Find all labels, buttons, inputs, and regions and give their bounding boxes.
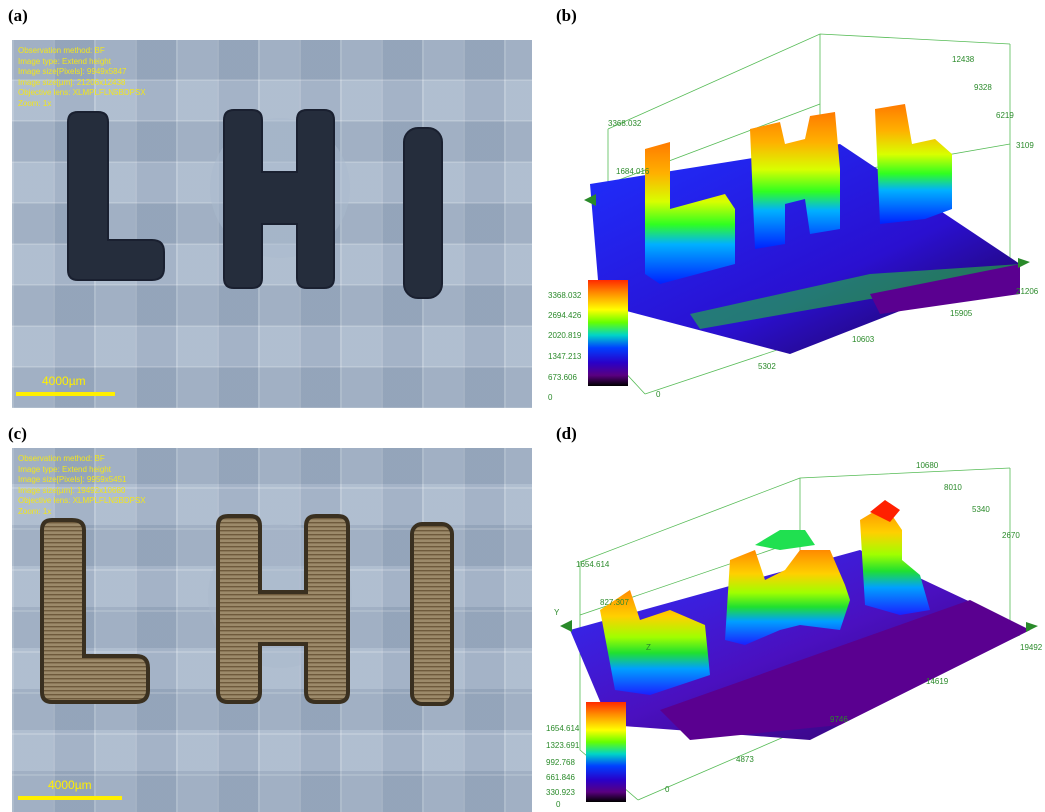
letter-i-dark <box>403 127 443 299</box>
colorbar-tick: 992.768 <box>546 758 575 767</box>
panel-label-c: (c) <box>8 424 27 443</box>
meta-line: Image size[Pixels]: 9949x5847 <box>18 67 127 76</box>
letter-l-relief <box>600 590 710 695</box>
meta-line: Image type: Extend height <box>18 56 111 66</box>
z-tick-label: 1684.016 <box>616 167 650 176</box>
scale-bar-c <box>18 796 122 800</box>
panel-label-b: (b) <box>556 6 577 25</box>
meta-line: Zoom: 1x <box>18 98 52 108</box>
meta-line: Observation method: BF <box>18 46 105 55</box>
lhi-letters-dark <box>67 109 443 299</box>
panel-label-a: (a) <box>8 6 28 25</box>
x-axis-arrow <box>1026 622 1038 632</box>
letter-l-relief <box>645 142 735 284</box>
x-tick-label: 21206 <box>1016 287 1039 296</box>
x-tick-label: 4873 <box>736 755 754 764</box>
height-map-b: 3368.032 1684.016 12438 9328 6219 3109 0… <box>584 33 1039 399</box>
y-tick-label: 9328 <box>974 83 992 92</box>
scale-label-a: 4000µm <box>42 374 86 388</box>
colorbar-tick: 2020.819 <box>548 331 582 340</box>
y-tick-label: 3109 <box>1016 141 1034 150</box>
letter-h-relief <box>750 112 840 249</box>
colorbar-tick: 1323.691 <box>546 741 580 750</box>
y-tick-label: 8010 <box>944 483 962 492</box>
y-axis-letter: Y <box>554 608 560 617</box>
x-tick-label: 15905 <box>950 309 973 318</box>
letter-h-light <box>216 514 350 704</box>
colorbar-tick: 1654.614 <box>546 724 580 733</box>
z-tick-label: 827.307 <box>600 598 629 607</box>
shadow-strip <box>660 600 1030 740</box>
colorbar-tick: 661.846 <box>546 773 575 782</box>
y-axis-arrow <box>584 194 596 206</box>
peak-green <box>755 530 815 550</box>
height-map-d: 1654.614 827.307 Y Z 10680 8010 5340 267… <box>554 461 1043 801</box>
meta-line: Observation method: BF <box>18 454 105 463</box>
x-tick-label: 9746 <box>830 715 848 724</box>
scale-label-c: 4000µm <box>48 778 92 792</box>
scale-bar-a <box>16 392 115 396</box>
letter-h-dark <box>223 109 335 289</box>
x-tick-label: 19492 <box>1020 643 1043 652</box>
letter-i-relief <box>860 505 930 615</box>
letter-i-light <box>410 522 454 706</box>
letter-l-dark <box>67 111 165 281</box>
y-tick-label: 6219 <box>996 111 1014 120</box>
y-tick-label: 5340 <box>972 505 990 514</box>
meta-line: Zoom: 1x <box>18 506 52 516</box>
x-tick-label: 0 <box>656 390 661 399</box>
meta-line: Objective lens: XLMPLFLN5BDPSX <box>18 88 146 97</box>
letter-i-relief <box>875 104 952 224</box>
colorbar-tick: 0 <box>556 800 561 809</box>
lhi-letters-light <box>40 514 454 706</box>
metadata-overlay-c: Observation method: BF Image type: Exten… <box>18 454 146 517</box>
x-axis-arrow <box>1018 258 1030 268</box>
y-axis-arrow <box>560 620 572 632</box>
colorbar-b <box>588 280 628 386</box>
metadata-overlay-a: Observation method: BF Image type: Exten… <box>18 46 146 109</box>
x-tick-label: 10603 <box>852 335 875 344</box>
meta-line: Image size[Pixels]: 9959x5451 <box>18 475 127 484</box>
z-tick-label: 1654.614 <box>576 560 610 569</box>
y-tick-label: 10680 <box>916 461 939 470</box>
panel-label-d: (d) <box>556 424 577 443</box>
shadow-strip <box>870 264 1020 314</box>
x-tick-label: 14619 <box>926 677 949 686</box>
y-tick-label: 12438 <box>952 55 975 64</box>
meta-line: Image size[µm]: 19492x10680 <box>18 485 126 495</box>
colorbar-tick: 3368.032 <box>548 291 582 300</box>
colorbar-tick: 2694.426 <box>548 311 582 320</box>
colorbar-tick: 1347.213 <box>548 352 582 361</box>
letter-l-light <box>40 518 150 704</box>
meta-line: Image type: Extend height <box>18 464 111 474</box>
colorbar-d <box>586 702 626 802</box>
colorbar-tick: 330.923 <box>546 788 575 797</box>
peak-red <box>870 500 900 522</box>
z-axis-letter: Z <box>646 643 651 652</box>
meta-line: Image size[µm]: 21206x12438 <box>18 77 126 87</box>
micrograph-a: Observation method: BF Image type: Exten… <box>12 40 532 408</box>
x-tick-label: 0 <box>665 785 670 794</box>
meta-line: Objective lens: XLMPLFLN5BDPSX <box>18 496 146 505</box>
colorbar-tick: 673.606 <box>548 373 577 382</box>
x-tick-label: 5302 <box>758 362 776 371</box>
y-tick-label: 2670 <box>1002 531 1020 540</box>
colorbar-tick: 0 <box>548 393 553 402</box>
micrograph-c: Observation method: BF Image type: Exten… <box>12 448 532 812</box>
noise-band <box>690 264 1020 329</box>
z-tick-label: 3368.032 <box>608 119 642 128</box>
letter-h-relief <box>725 550 850 645</box>
